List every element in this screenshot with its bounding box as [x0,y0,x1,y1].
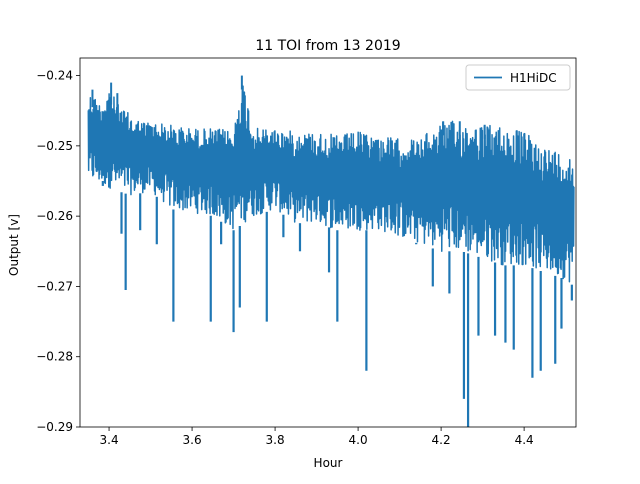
y-tick-label: −0.28 [36,350,73,364]
legend-label-0: H1HiDC [510,71,557,85]
x-tick-label: 3.4 [100,433,119,447]
legend-box [465,64,571,91]
y-tick-label: −0.25 [36,139,73,153]
y-tick-label: −0.29 [36,420,73,434]
x-tick-label: 4.0 [349,433,368,447]
x-tick-label: 3.8 [266,433,285,447]
axes: 3.4 3.6 3.8 4.0 4.2 4.4 −0.24 −0.25 −0.26 −0.27 −0… [36,57,577,447]
x-tick-label: 4.4 [515,433,534,447]
chart-title: 11 TOI from 13 2019 [255,38,400,54]
y-tick-label: −0.27 [36,279,73,293]
x-tick-label: 4.2 [432,433,451,447]
series-line-0 [87,85,575,283]
y-tick-label: −0.24 [36,69,73,83]
y-tick-label: −0.26 [36,209,73,223]
plot-area [87,75,575,427]
legend: H1HiDC [465,64,571,91]
x-axis-label: Hour [314,456,343,470]
y-axis-label: Output [v] [7,214,21,276]
x-tick-label: 3.6 [183,433,202,447]
axes-frame [79,57,577,428]
